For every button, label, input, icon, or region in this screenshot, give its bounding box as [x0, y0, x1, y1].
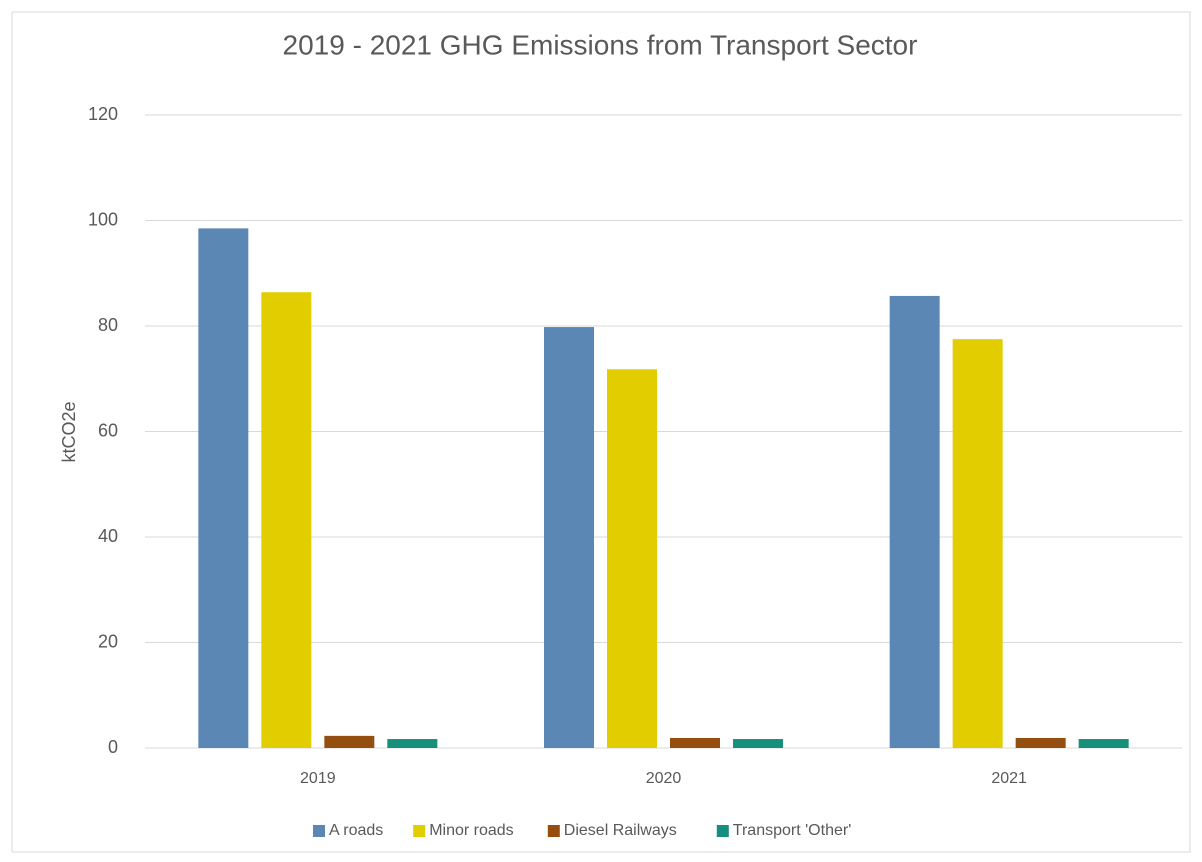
legend-label: Minor roads [429, 822, 513, 839]
bar [952, 339, 1003, 748]
bar [1078, 739, 1129, 748]
x-tick-label: 2020 [646, 770, 682, 787]
y-tick-label: 0 [108, 737, 118, 757]
legend-swatch [547, 825, 560, 837]
bar [387, 739, 438, 748]
bar [198, 228, 249, 749]
bar [261, 292, 312, 748]
legend-label: A roads [329, 822, 383, 839]
bar [544, 327, 594, 748]
legend-swatch [313, 825, 325, 837]
y-axis-label: ktCO2e [59, 401, 79, 462]
x-tick-label: 2019 [300, 770, 336, 787]
chart-title: 2019 - 2021 GHG Emissions from Transport… [283, 29, 918, 60]
y-tick-label: 100 [88, 209, 118, 229]
legend-label: Transport 'Other' [733, 822, 851, 839]
y-tick-label: 80 [98, 315, 118, 335]
y-tick-label: 120 [88, 104, 118, 124]
legend-swatch [716, 825, 729, 837]
bar [889, 295, 940, 748]
y-tick-label: 40 [98, 526, 118, 546]
x-tick-label: 2021 [991, 770, 1027, 787]
legend-label: Diesel Railways [564, 822, 677, 839]
bar [733, 739, 783, 748]
bar [324, 735, 375, 748]
bar [607, 369, 657, 748]
legend-swatch [413, 825, 426, 837]
y-tick-label: 60 [98, 420, 118, 440]
bar [1015, 737, 1066, 748]
y-tick-label: 20 [98, 631, 118, 651]
bar [670, 737, 720, 748]
